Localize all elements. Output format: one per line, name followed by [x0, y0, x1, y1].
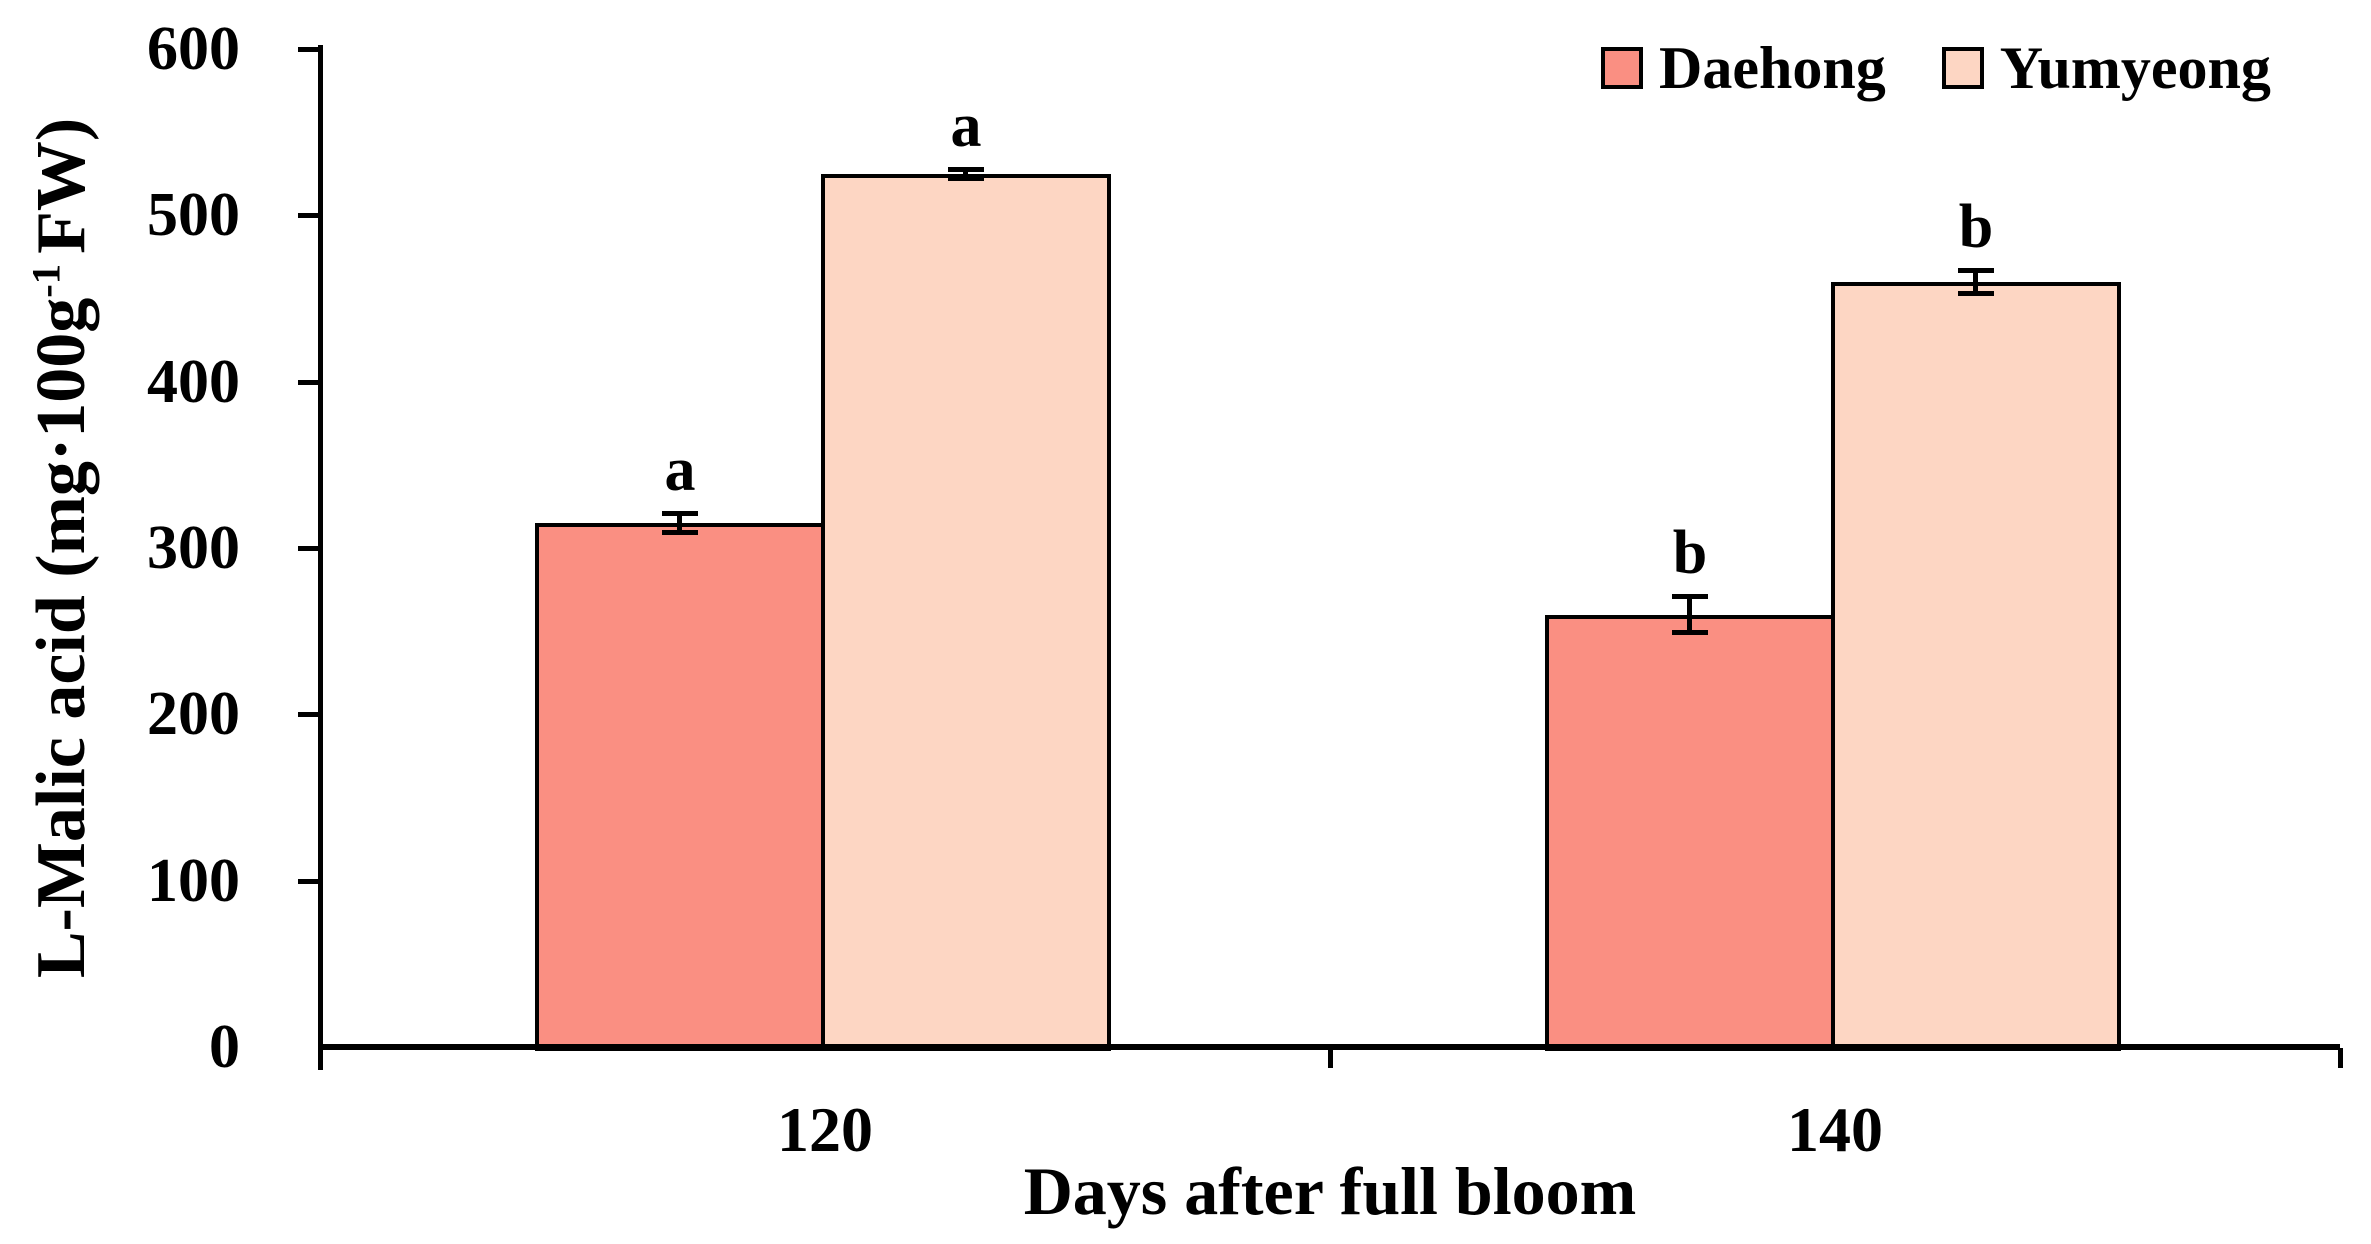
x-category-label: 120	[777, 1094, 873, 1165]
error-bar-top-cap	[662, 511, 698, 517]
legend-item-yumyeong: Yumyeong	[1941, 35, 2271, 101]
legend-swatch-daehong	[1601, 47, 1643, 89]
bar-yumyeong-140	[1831, 281, 2121, 1051]
y-tick-label: 500	[147, 181, 240, 250]
error-bar-bottom-cap	[1958, 290, 1994, 296]
error-bar-yumyeong-120	[963, 168, 968, 179]
error-bar-yumyeong-140	[1973, 270, 1978, 294]
y-tick-mark	[298, 878, 320, 884]
y-tick-label: 200	[147, 680, 240, 749]
error-bar-top-cap	[1672, 594, 1708, 600]
significance-letter-daehong-120: a	[664, 436, 696, 505]
y-tick-label: 0	[209, 1013, 240, 1081]
y-tick-mark	[298, 213, 320, 219]
bar-daehong-120	[535, 523, 825, 1051]
x-axis-title: Days after full bloom	[1023, 1153, 1637, 1229]
y-tick-label: 600	[147, 15, 240, 83]
error-bar-bottom-cap	[948, 175, 984, 181]
error-bar-daehong-140	[1687, 596, 1692, 633]
error-bar-daehong-120	[677, 513, 682, 534]
significance-letter-daehong-140: b	[1672, 519, 1708, 588]
x-tick-mark	[2338, 1048, 2343, 1068]
error-bar-bottom-cap	[1672, 629, 1708, 635]
y-tick-mark	[298, 47, 320, 52]
y-tick-mark	[298, 379, 320, 385]
legend-label-yumyeong: Yumyeong	[1999, 35, 2271, 101]
y-tick-mark	[298, 712, 320, 718]
x-axis-line	[318, 1044, 2340, 1050]
y-tick-label: 100	[147, 846, 240, 915]
significance-letter-yumyeong-140: b	[1958, 193, 1994, 262]
legend-item-daehong: Daehong	[1601, 36, 1886, 100]
y-tick-label: 400	[147, 347, 240, 416]
bar-daehong-140	[1545, 614, 1835, 1051]
legend-swatch-yumyeong	[1941, 47, 1984, 89]
bar-yumyeong-120	[821, 173, 1111, 1051]
y-axis-line	[318, 45, 323, 1070]
x-tick-mark	[318, 1048, 323, 1068]
error-bar-bottom-cap	[662, 530, 698, 536]
x-tick-mark	[1328, 1048, 1333, 1068]
legend: Daehong Yumyeong	[1601, 36, 2271, 100]
error-bar-top-cap	[1958, 268, 1994, 274]
significance-letter-yumyeong-120: a	[950, 91, 982, 160]
error-bar-top-cap	[948, 166, 984, 172]
legend-label-daehong: Daehong	[1659, 35, 1886, 101]
y-axis-title-superscript: -1	[23, 263, 69, 298]
y-tick-mark	[298, 546, 320, 551]
x-category-label: 140	[1787, 1094, 1883, 1165]
y-tick-label: 300	[147, 514, 240, 582]
